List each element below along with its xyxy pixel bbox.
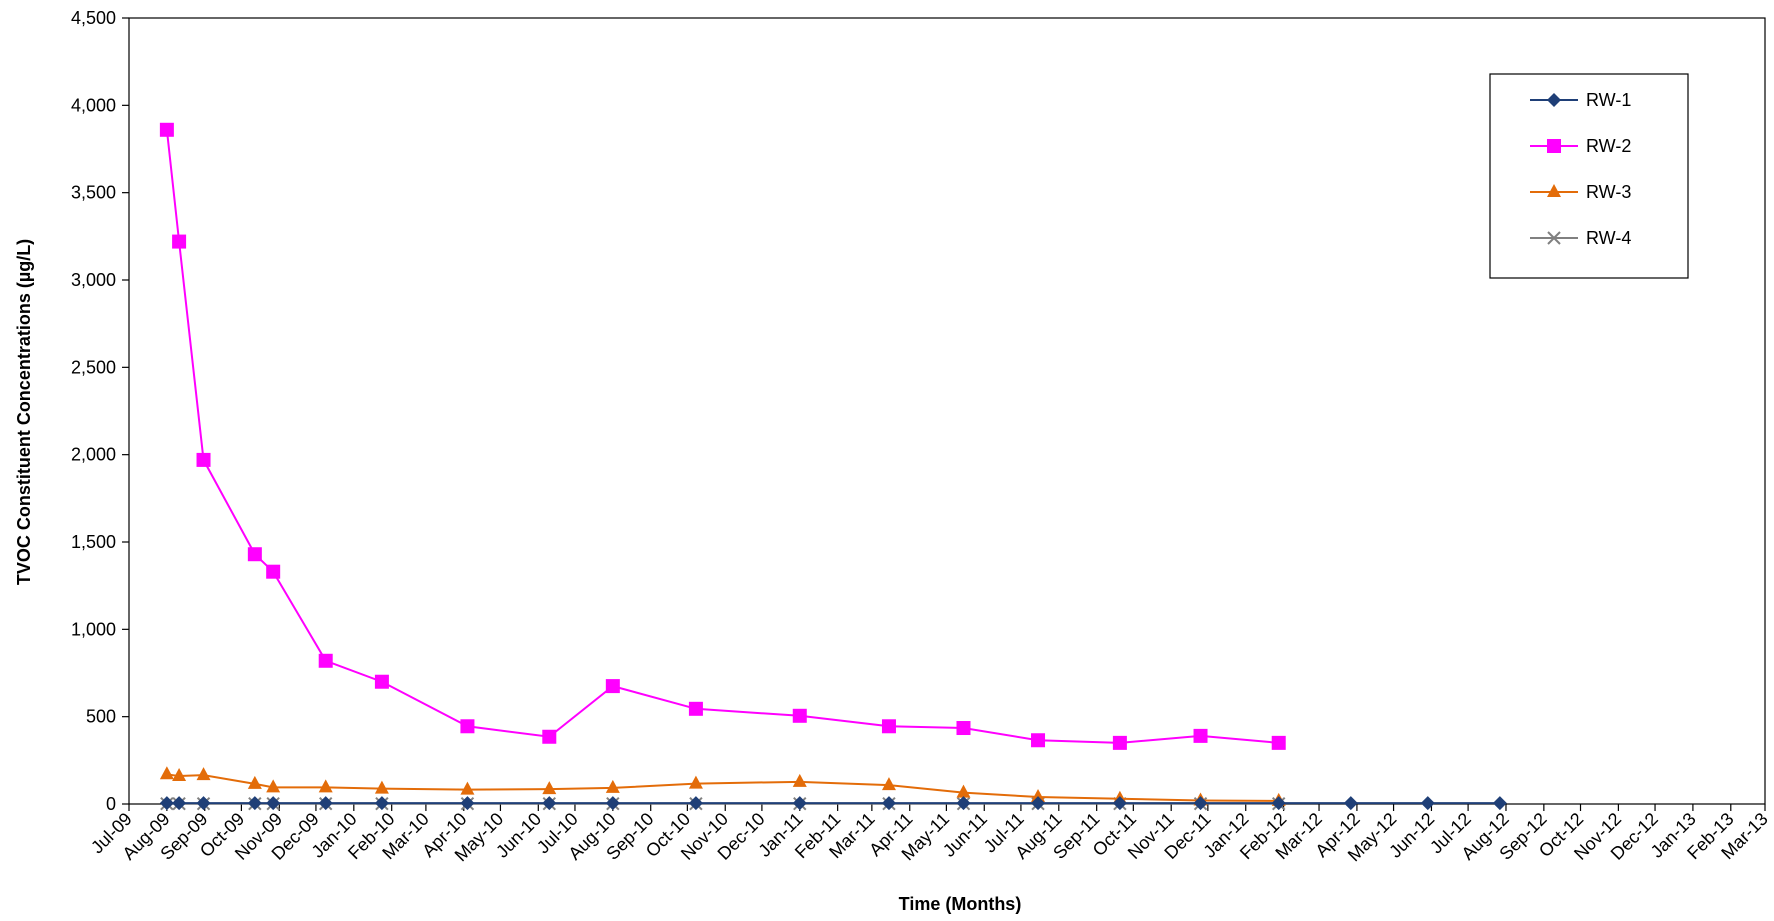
data-point bbox=[247, 775, 262, 789]
data-point bbox=[196, 796, 211, 811]
data-point bbox=[159, 796, 174, 811]
data-point bbox=[792, 773, 807, 787]
data-point bbox=[956, 784, 971, 798]
data-point bbox=[196, 452, 211, 467]
data-point bbox=[542, 796, 557, 811]
data-point bbox=[542, 781, 557, 795]
data-point bbox=[266, 779, 281, 793]
y-tick-label: 2,500 bbox=[71, 357, 116, 377]
data-point bbox=[688, 775, 703, 789]
data-point bbox=[159, 766, 174, 780]
data-point bbox=[688, 701, 703, 716]
data-point bbox=[374, 780, 389, 794]
y-tick-label: 1,500 bbox=[71, 532, 116, 552]
data-point bbox=[318, 796, 333, 811]
data-point bbox=[266, 564, 281, 579]
y-tick-label: 3,000 bbox=[71, 270, 116, 290]
data-point bbox=[1112, 796, 1127, 811]
legend-box bbox=[1489, 73, 1689, 279]
data-point bbox=[1193, 728, 1208, 743]
data-point bbox=[956, 721, 971, 736]
series-layer bbox=[159, 122, 1507, 811]
data-point bbox=[956, 796, 971, 811]
data-point bbox=[688, 796, 703, 811]
data-point bbox=[172, 234, 187, 249]
data-point bbox=[1271, 796, 1286, 811]
legend-item-rw-4: RW-4 bbox=[1530, 228, 1631, 248]
data-point bbox=[172, 796, 187, 811]
legend-item-rw-2: RW-2 bbox=[1530, 136, 1631, 156]
data-point bbox=[605, 779, 620, 793]
data-point bbox=[605, 796, 620, 811]
y-tick-label: 2,000 bbox=[71, 445, 116, 465]
data-point bbox=[1112, 735, 1127, 750]
legend-item-rw-3: RW-3 bbox=[1530, 182, 1631, 202]
data-point bbox=[792, 708, 807, 723]
data-point bbox=[1492, 796, 1507, 811]
data-point bbox=[318, 653, 333, 668]
legend-marker bbox=[1547, 231, 1561, 245]
legend-marker bbox=[1547, 184, 1561, 197]
data-point bbox=[881, 719, 896, 734]
y-tick-label: 4,500 bbox=[71, 8, 116, 28]
y-tick-label: 4,000 bbox=[71, 95, 116, 115]
series-line bbox=[166, 773, 1279, 802]
series-rw-2 bbox=[159, 122, 1286, 750]
x-axis: Jul-09Aug-09Sep-09Oct-09Nov-09Dec-09Jan-… bbox=[87, 804, 1772, 865]
y-tick-label: 3,500 bbox=[71, 183, 116, 203]
y-tick-label: 1,000 bbox=[71, 619, 116, 639]
legend-label: RW-1 bbox=[1586, 90, 1631, 110]
data-point bbox=[196, 767, 211, 781]
legend-label: RW-4 bbox=[1586, 228, 1631, 248]
data-point bbox=[460, 796, 475, 811]
legend-marker bbox=[1547, 139, 1561, 153]
data-point bbox=[266, 796, 281, 811]
data-point bbox=[881, 777, 896, 791]
data-point bbox=[1031, 796, 1046, 811]
data-point bbox=[374, 796, 389, 811]
y-tick-label: 0 bbox=[106, 794, 116, 814]
data-point bbox=[881, 796, 896, 811]
legend: RW-1 RW-2 RW-3 RW-4 bbox=[1489, 73, 1689, 279]
data-point bbox=[460, 781, 475, 795]
x-axis-title: Time (Months) bbox=[899, 894, 1022, 914]
legend-item-rw-1: RW-1 bbox=[1530, 90, 1631, 110]
data-point bbox=[247, 796, 262, 811]
series-line bbox=[165, 129, 1279, 744]
data-point bbox=[159, 122, 174, 137]
data-point bbox=[605, 679, 620, 694]
data-point bbox=[172, 768, 187, 782]
data-point bbox=[247, 547, 262, 562]
legend-marker bbox=[1547, 93, 1561, 107]
data-point bbox=[374, 674, 389, 689]
data-point bbox=[542, 729, 557, 744]
y-tick-label: 500 bbox=[86, 707, 116, 727]
legend-label: RW-3 bbox=[1586, 182, 1631, 202]
data-point bbox=[1193, 796, 1208, 811]
series-rw-1 bbox=[159, 796, 1507, 811]
data-point bbox=[1343, 796, 1358, 811]
data-point bbox=[1031, 789, 1046, 803]
y-axis-title: TVOC Constituent Concentrations (µg/L) bbox=[14, 239, 34, 585]
y-axis: 0 500 1,000 1,500 2,000 2,500 3,000 3,500 4,000 4… bbox=[71, 8, 129, 814]
data-point bbox=[318, 779, 333, 793]
data-point bbox=[1031, 733, 1046, 748]
data-point bbox=[1271, 735, 1286, 750]
legend-label: RW-2 bbox=[1586, 136, 1631, 156]
data-point bbox=[792, 796, 807, 811]
data-point bbox=[460, 719, 475, 734]
data-point bbox=[1420, 796, 1435, 811]
